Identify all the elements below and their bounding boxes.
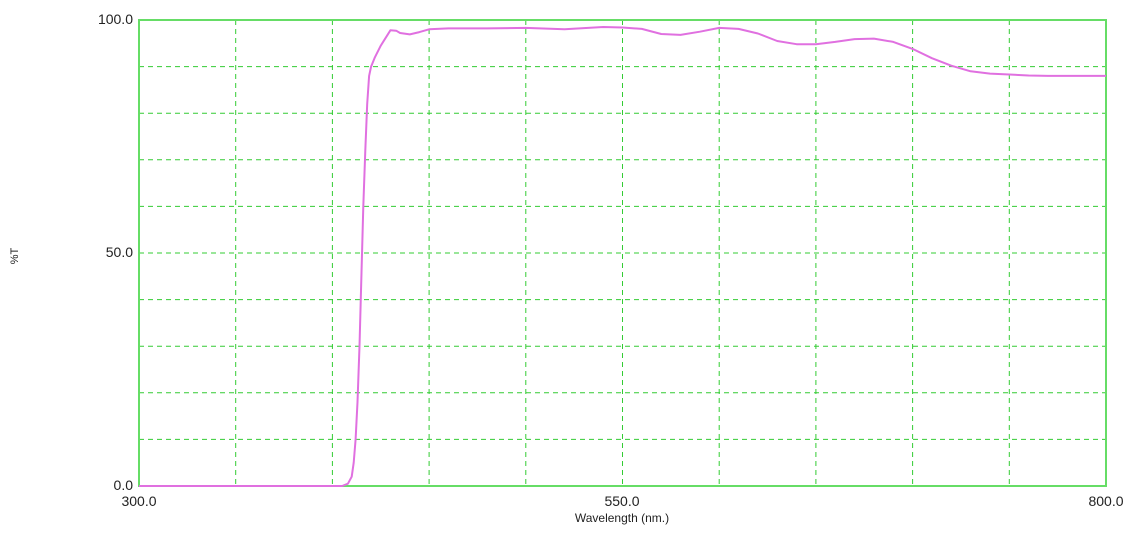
- x-tick-label-0: 300.0: [121, 493, 156, 509]
- plot-frame: [138, 19, 1107, 487]
- y-tick-label-2: 100.0: [98, 11, 133, 27]
- x-axis-label: Wavelength (nm.): [575, 511, 669, 525]
- x-tick-label-1: 550.0: [604, 493, 639, 509]
- y-axis-tick-labels: 0.0 50.0 100.0: [98, 11, 133, 493]
- x-tick-label-2: 800.0: [1088, 493, 1123, 509]
- grid-lines: [139, 20, 1106, 486]
- y-axis-label: %T: [9, 247, 21, 264]
- y-tick-label-0: 0.0: [114, 477, 134, 493]
- x-axis-tick-labels: 300.0 550.0 800.0: [121, 493, 1123, 509]
- transmittance-series-line: [139, 26, 1106, 487]
- y-tick-label-1: 50.0: [106, 244, 133, 260]
